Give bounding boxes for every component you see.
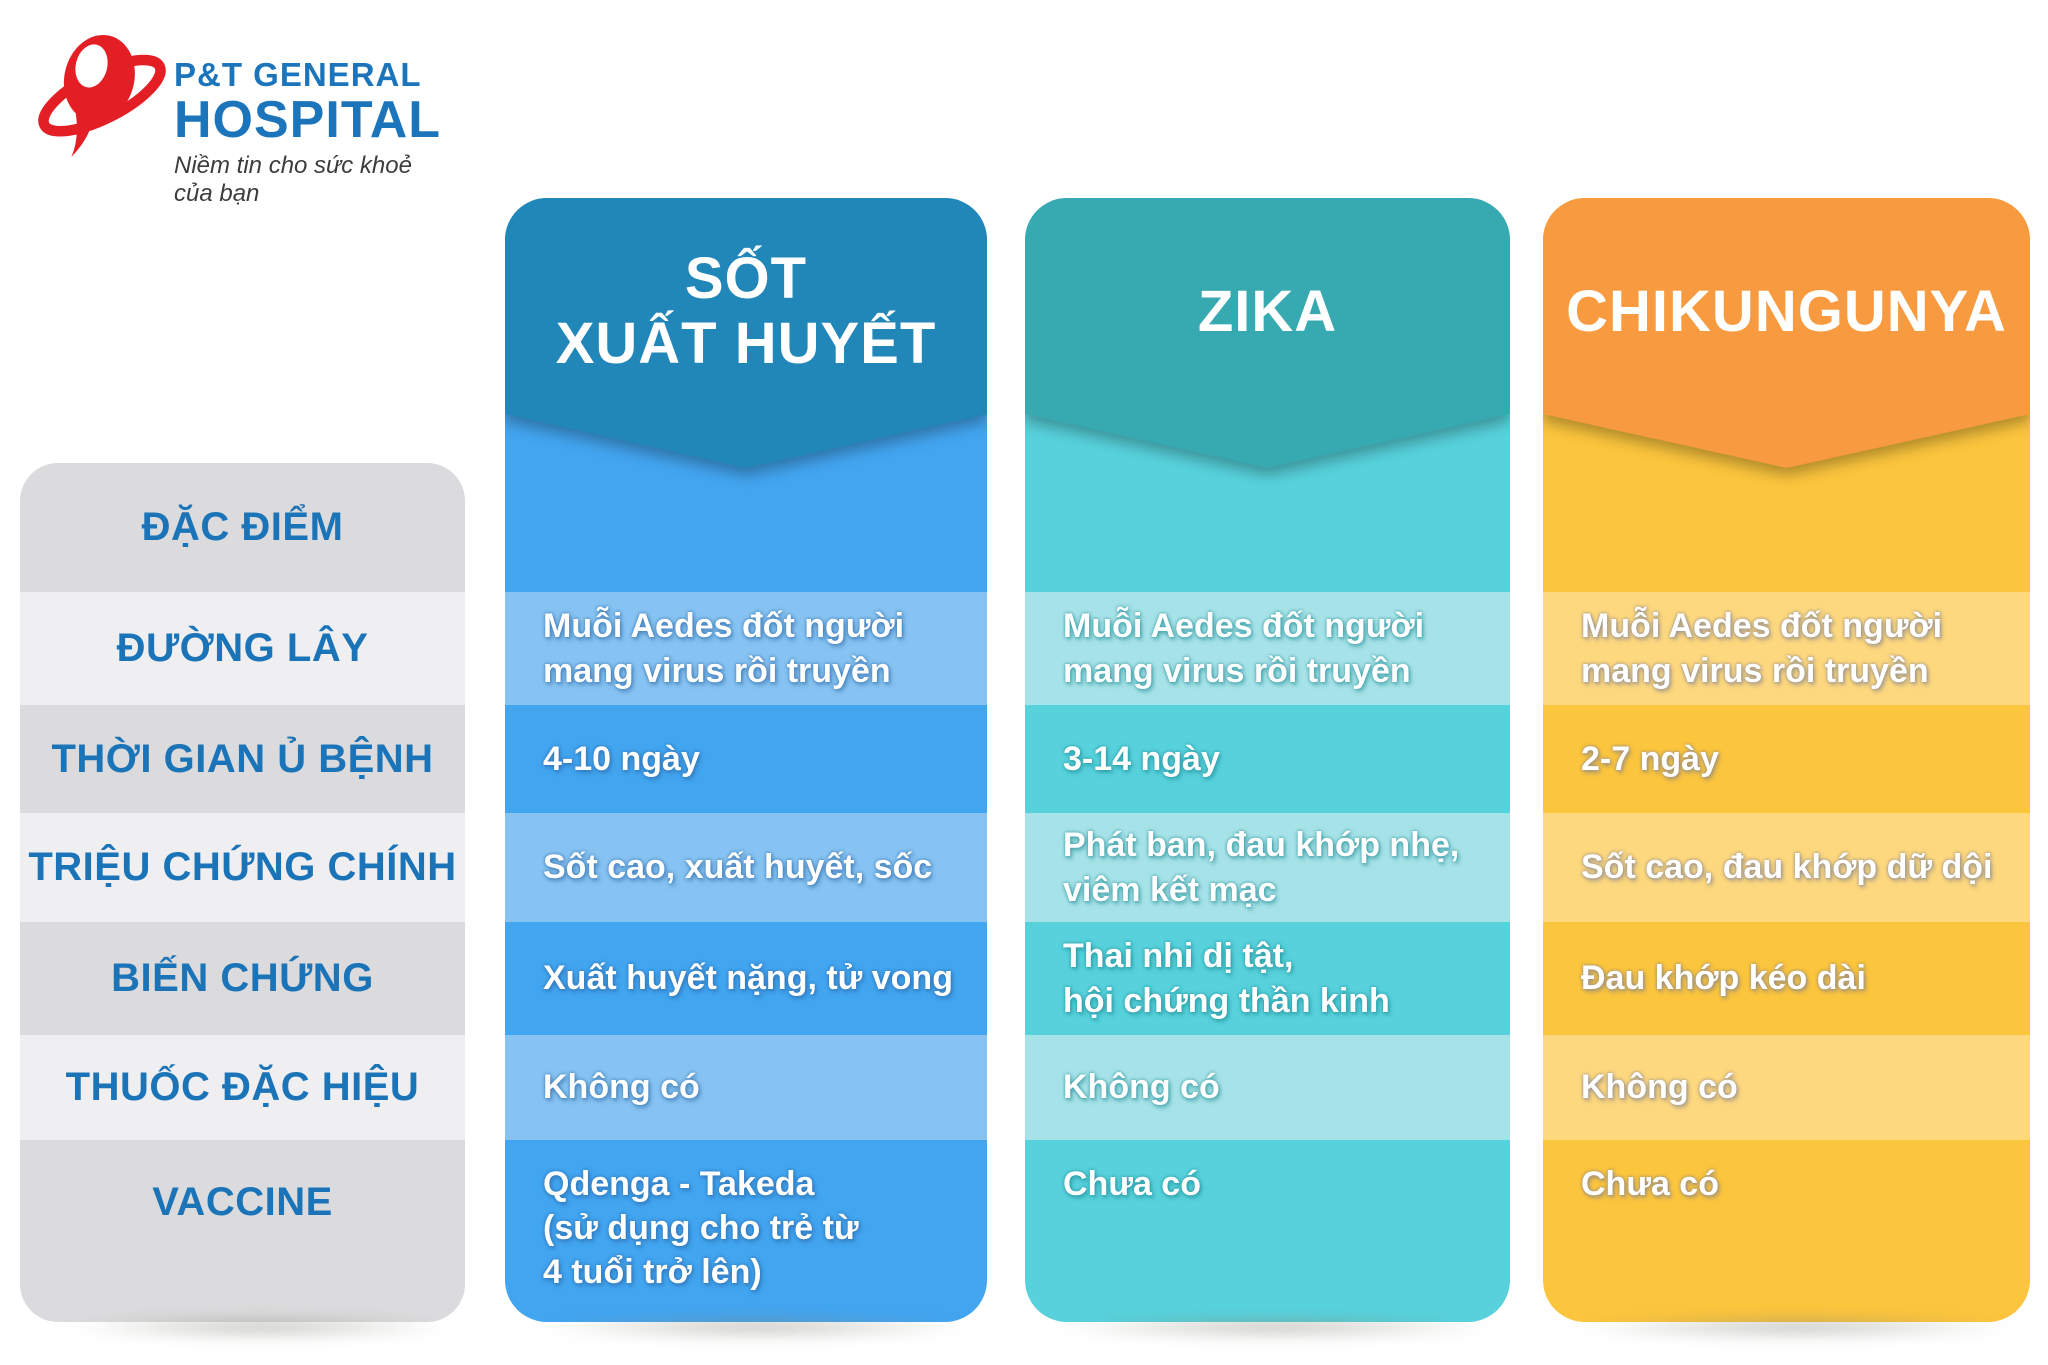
cell-incubation: 3-14 ngày: [1063, 739, 1220, 778]
row-band: [505, 592, 987, 705]
cell-transmission: Muỗi Aedes đốt người mang virus rồi truy…: [1063, 607, 1425, 690]
column-header: ZIKA: [1025, 198, 1510, 468]
row-band: [1543, 1035, 2030, 1140]
cell-symptoms: Sốt cao, xuất huyết, sốc: [543, 848, 933, 887]
column-chikungunya: CHIKUNGUNYA Muỗi Aedes đốt người mang vi…: [1543, 198, 2030, 1322]
cell-transmission: Muỗi Aedes đốt người mang virus rồi truy…: [543, 607, 905, 690]
cell-complications: Đau khớp kéo dài: [1581, 959, 1866, 998]
ground-shadow: [540, 1316, 970, 1338]
cell-symptoms: Sốt cao, đau khớp dữ dội: [1581, 848, 1993, 887]
column-title: CHIKUNGUNYA: [1566, 278, 2007, 344]
row-label-dac-diem: ĐẶC ĐIỂM: [20, 463, 465, 592]
ground-shadow: [70, 1316, 450, 1338]
row-label-thoi-gian-u-benh: THỜI GIAN Ủ BỆNH: [20, 705, 465, 813]
row-label-column: ĐẶC ĐIỂM ĐƯỜNG LÂY THỜI GIAN Ủ BỆNH TRIỆ…: [20, 463, 465, 1322]
row-band: [1543, 813, 2030, 922]
ground-shadow: [1055, 1316, 1495, 1338]
column-header: SỐT XUẤT HUYẾT: [505, 198, 987, 468]
row-label-trieu-chung-chinh: TRIỆU CHỨNG CHÍNH: [20, 813, 465, 922]
cell-treatment: Không có: [1581, 1068, 1738, 1107]
hospital-logo-icon: [38, 34, 166, 157]
cell-incubation: 2-7 ngày: [1581, 739, 1719, 778]
cell-complications: Thai nhi dị tật, hội chứng thần kinh: [1063, 937, 1390, 1020]
brand-name-top: P&T GENERAL: [174, 56, 422, 93]
row-band: [1025, 813, 1510, 922]
cell-transmission: Muỗi Aedes đốt người mang virus rồi truy…: [1581, 607, 1943, 690]
cell-symptoms: Phát ban, đau khớp nhẹ, viêm kết mạc: [1063, 826, 1460, 909]
row-label-thuoc-dac-hieu: THUỐC ĐẶC HIỆU: [20, 1035, 465, 1140]
row-label-duong-lay: ĐƯỜNG LÂY: [20, 592, 465, 705]
row-band: [1543, 592, 2030, 705]
brand-tagline: Niềm tin cho sức khoẻ của bạn: [174, 152, 412, 208]
cell-vaccine: Chưa có: [1063, 1165, 1201, 1203]
row-label-bien-chung: BIẾN CHỨNG: [20, 922, 465, 1035]
cell-vaccine: Chưa có: [1581, 1165, 1719, 1203]
row-band: [505, 813, 987, 922]
column-sot-xuat-huyet: SỐT XUẤT HUYẾT Muỗi Aedes đốt người mang…: [505, 198, 987, 1322]
cell-treatment: Không có: [543, 1068, 700, 1107]
row-band: [1025, 1035, 1510, 1140]
cell-incubation: 4-10 ngày: [543, 739, 700, 778]
card-sot-xuat-huyet: SỐT XUẤT HUYẾT Muỗi Aedes đốt người mang…: [505, 198, 987, 1322]
column-title: SỐT XUẤT HUYẾT: [555, 246, 937, 376]
ground-shadow: [1575, 1316, 2015, 1338]
column-zika: ZIKA Muỗi Aedes đốt người mang virus rồi…: [1025, 198, 1510, 1322]
cell-complications: Xuất huyết nặng, tử vong: [543, 959, 953, 998]
brand-name-main: HOSPITAL: [174, 91, 442, 149]
row-band: [1025, 592, 1510, 705]
hospital-logo: P&T GENERAL HOSPITAL Niềm tin cho sức kh…: [36, 22, 456, 207]
row-band: [505, 1035, 987, 1140]
column-header: CHIKUNGUNYA: [1543, 198, 2030, 468]
card-chikungunya: CHIKUNGUNYA Muỗi Aedes đốt người mang vi…: [1543, 198, 2030, 1322]
row-label-vaccine: VACCINE: [20, 1140, 465, 1322]
cell-treatment: Không có: [1063, 1068, 1220, 1107]
card-zika: ZIKA Muỗi Aedes đốt người mang virus rồi…: [1025, 198, 1510, 1322]
column-title: ZIKA: [1197, 278, 1338, 344]
cell-vaccine: Qdenga - Takeda (sử dụng cho trẻ từ 4 tu…: [543, 1165, 859, 1292]
